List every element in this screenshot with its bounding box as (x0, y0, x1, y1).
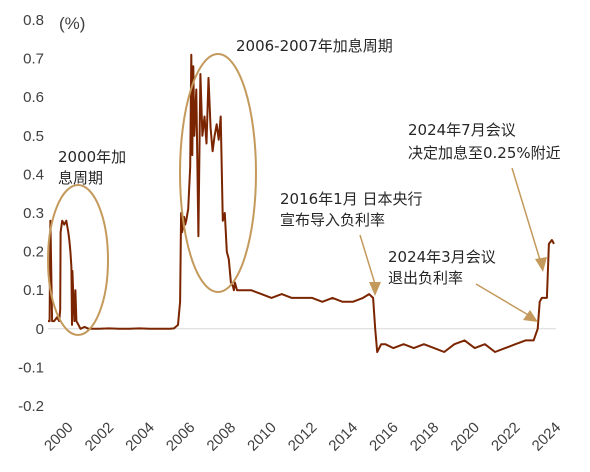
x-tick-label: 2020 (447, 419, 483, 455)
annotation-2024-03-arrow-line (475, 283, 531, 317)
annotation-2024-07-arrow-line (511, 167, 541, 261)
y-axis-ticks: 0.8 0.7 0.6 0.5 0.4 0.3 0.2 0.1 0 -0.1 -0.2 (18, 12, 44, 415)
annotation-2000-line-1: 2000年加 (58, 148, 126, 166)
annotation-2024-03-line-1: 2024年3月会议 (388, 248, 496, 266)
x-tick-label: 2004 (122, 419, 158, 455)
annotation-2024-07-line-2: 决定加息至0.25%附近 (408, 144, 561, 162)
annotation-2016-arrow-line (359, 234, 376, 285)
y-tick-label: 0.1 (23, 282, 44, 299)
y-tick-label: 0.4 (23, 166, 44, 183)
y-tick-label: 0.8 (23, 12, 44, 29)
y-tick-label: 0.2 (23, 244, 44, 261)
annotation-2016-arrowhead (369, 282, 381, 296)
series-layer (48, 53, 555, 353)
y-tick-label: 0.6 (23, 89, 44, 106)
annotation-layer: 2000年加 息周期 2006-2007年加息周期 2016年1月 日本央行 宣… (47, 37, 561, 336)
highlight-ellipse-2006 (179, 53, 257, 293)
y-tick-label: -0.1 (18, 359, 44, 376)
x-tick-label: 2002 (82, 419, 118, 455)
annotation-2006-line-1: 2006-2007年加息周期 (236, 37, 393, 55)
y-tick-label: -0.2 (18, 398, 44, 415)
x-tick-label: 2018 (407, 419, 443, 455)
x-tick-label: 2022 (488, 419, 524, 455)
x-tick-label: 2008 (204, 419, 240, 455)
annotation-2016-line-2: 宣布导入负利率 (280, 211, 385, 229)
series-line (48, 53, 555, 353)
x-tick-label: 2012 (285, 419, 321, 455)
x-tick-label: 2006 (163, 419, 199, 455)
unit-label: (%) (59, 14, 85, 33)
x-tick-label: 2014 (325, 419, 361, 455)
y-tick-label: 0.3 (23, 205, 44, 222)
annotation-2016-line-1: 2016年1月 日本央行 (280, 190, 423, 208)
annotation-2000-line-2: 息周期 (58, 169, 103, 187)
x-axis-ticks: 2000 2002 2004 2006 2008 2010 2012 2014 2016 2018… (41, 419, 564, 455)
y-tick-label: 0.5 (23, 128, 44, 145)
y-tick-label: 0 (36, 321, 44, 338)
x-tick-label: 2024 (529, 419, 565, 455)
annotation-2024-03-line-2: 退出负利率 (388, 269, 463, 287)
annotation-2024-07-line-1: 2024年7月会议 (408, 121, 516, 139)
annotation-2024-07-arrowhead (535, 257, 547, 272)
annotation-2024-03-arrowhead (523, 310, 538, 322)
y-tick-label: 0.7 (23, 51, 44, 68)
x-tick-label: 2000 (41, 419, 77, 455)
highlight-ellipse-2000 (47, 184, 109, 336)
x-tick-label: 2016 (366, 419, 402, 455)
x-tick-label: 2010 (244, 419, 280, 455)
